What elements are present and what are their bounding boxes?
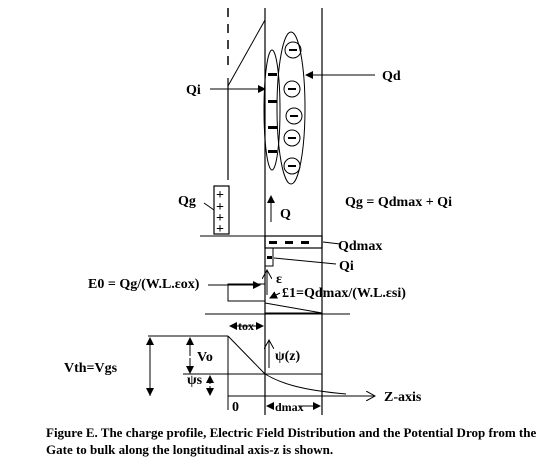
qdmax-box [264,235,323,249]
qi-mid-label: Qi [339,259,354,274]
qi-mid-leader-line [273,257,337,265]
depletion-ion [283,129,301,147]
q-axis-label: Q [280,207,291,222]
psi-s-label: ψs [187,373,203,388]
inversion-charge-ellipse [263,49,281,171]
depletion-field-triangle [264,302,323,314]
depletion-minus-sign [288,165,296,167]
inversion-minus-sign [268,126,277,129]
plus-sign: + [216,188,224,203]
inversion-minus-sign [268,150,277,153]
qdmax-minus-sign [301,241,309,244]
qi-inversion-box [264,247,274,267]
depletion-charge-ellipse [276,31,306,185]
qdmax-minus-sign [285,241,293,244]
qd-label: Qd [382,69,401,84]
qi-minus-sign [267,256,272,259]
qg-equation: Qg = Qdmax + Qi [345,195,452,210]
depletion-charge-group [276,31,306,185]
qi-top-label: Qi [186,83,201,98]
e0-equation: E0 = Qg/(W.L.εox) [88,277,200,292]
inversion-minus-sign [268,73,277,76]
depletion-ion [283,80,301,98]
potential-diagonal [227,19,266,87]
qdmax-leader-line [322,241,341,245]
depletion-ion [285,107,303,125]
vo-label: Vo [197,350,213,365]
figure-caption: Figure E. The charge profile, Electric F… [46,425,537,457]
tox-label: tox [238,319,254,333]
depletion-minus-sign [288,88,296,90]
vth-label: Vth=Vgs [64,361,118,376]
qdmax-label: Qdmax [338,239,382,254]
potential-curve [227,335,347,395]
gate-positive-charges: + + + + [216,188,224,237]
depletion-minus-sign [289,49,297,51]
dmax-label: dmax [275,400,304,414]
e1-leader-line [269,291,281,299]
depletion-minus-sign [290,115,298,117]
plus-sign: + [216,211,224,226]
plus-sign: + [216,222,224,237]
depletion-ion [284,41,302,59]
depletion-ion [283,157,301,175]
epsilon-label: ε [276,272,282,287]
z-axis-label: Z-axis [384,390,422,405]
qg-label: Qg [178,194,196,209]
e1-equation: £1=Qdmax/(W.L.εsi) [282,286,406,301]
plus-sign: + [216,200,224,215]
qg-leader-line [203,202,215,211]
qdmax-minus-sign [269,241,277,244]
inversion-minus-sign [268,100,277,103]
oxide-field-block [227,283,266,302]
inversion-charge-group [263,49,281,171]
depletion-minus-sign [288,137,296,139]
psi-z-label: ψ(z) [275,349,301,364]
origin-zero-label: 0 [232,400,239,415]
